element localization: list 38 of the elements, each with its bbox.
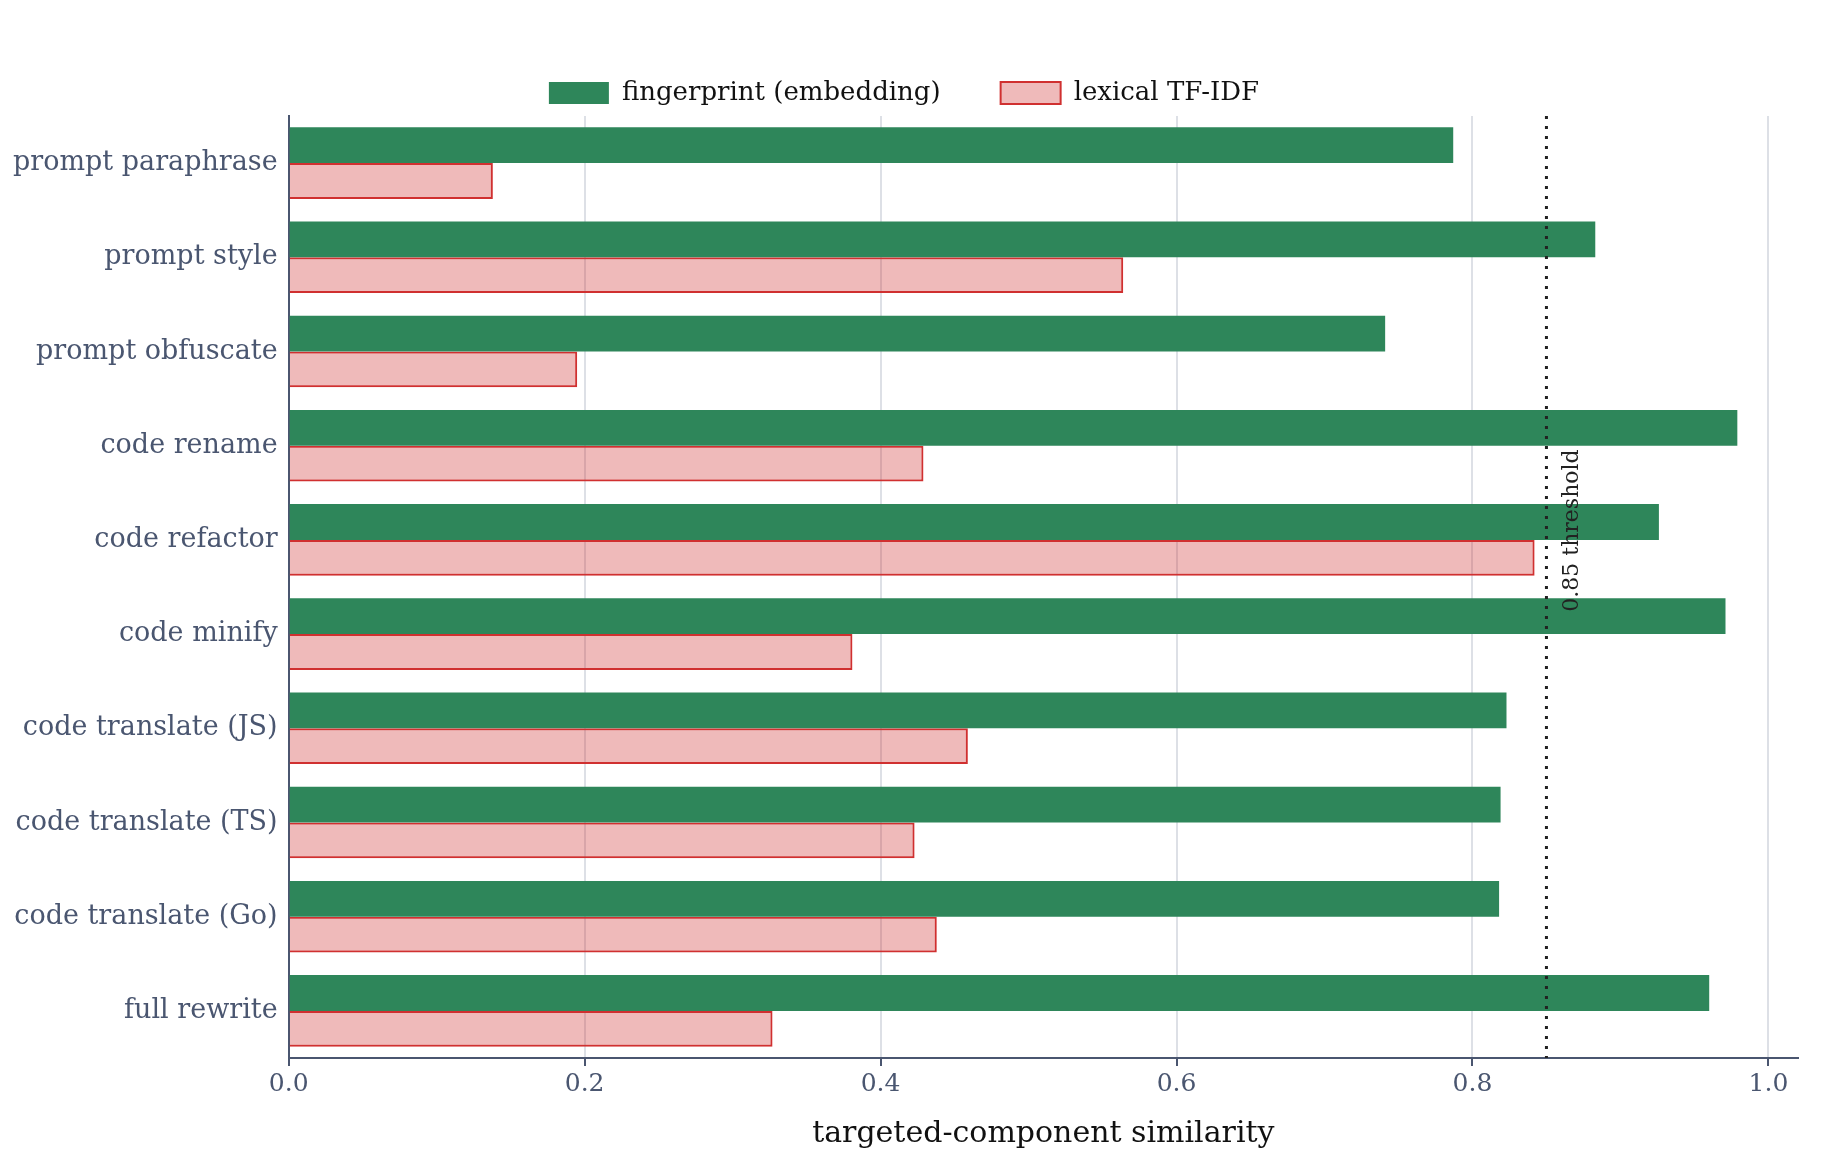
x-tick-label: 0.4 [860,1067,901,1097]
bar [289,221,1596,258]
y-tick-label: full rewrite [124,992,278,1024]
bar [289,409,1738,446]
y-tick-label: code translate (Go) [14,898,278,930]
bar [289,257,1124,294]
bar [289,692,1507,729]
x-axis-title: targeted-component similarity [812,1113,1275,1149]
bar [289,728,968,765]
bar [289,916,937,953]
legend-label: lexical TF-IDF [1073,75,1260,106]
bar [289,445,924,482]
y-tick-label: code translate (TS) [15,804,278,836]
bar [289,786,1501,823]
bar [289,539,1535,576]
bar [289,822,915,859]
ref-line-label: 0.85 threshold [1558,449,1584,612]
bar [289,315,1386,352]
y-tick-label: prompt style [104,239,278,271]
y-tick-label: prompt obfuscate [36,333,278,365]
y-tick-label: code translate (JS) [22,710,278,742]
y-tick-label: code minify [118,616,279,648]
bar [289,880,1500,917]
x-tick-label: 0.8 [1452,1067,1493,1097]
x-tick-label: 0.2 [564,1067,605,1097]
legend-label: fingerprint (embedding) [621,75,941,106]
y-tick-label: code refactor [94,521,278,553]
x-tick-label: 1.0 [1748,1067,1789,1097]
bar [289,634,853,670]
bar [289,1010,773,1047]
y-tick-label: code rename [100,427,278,459]
x-tick-label: 0.0 [268,1067,309,1097]
y-tick-label: prompt paraphrase [12,145,278,177]
bar [289,163,493,199]
bar [289,975,1710,1011]
x-tick-label: 0.6 [1156,1067,1197,1097]
bar [289,351,578,388]
bar [289,127,1454,164]
